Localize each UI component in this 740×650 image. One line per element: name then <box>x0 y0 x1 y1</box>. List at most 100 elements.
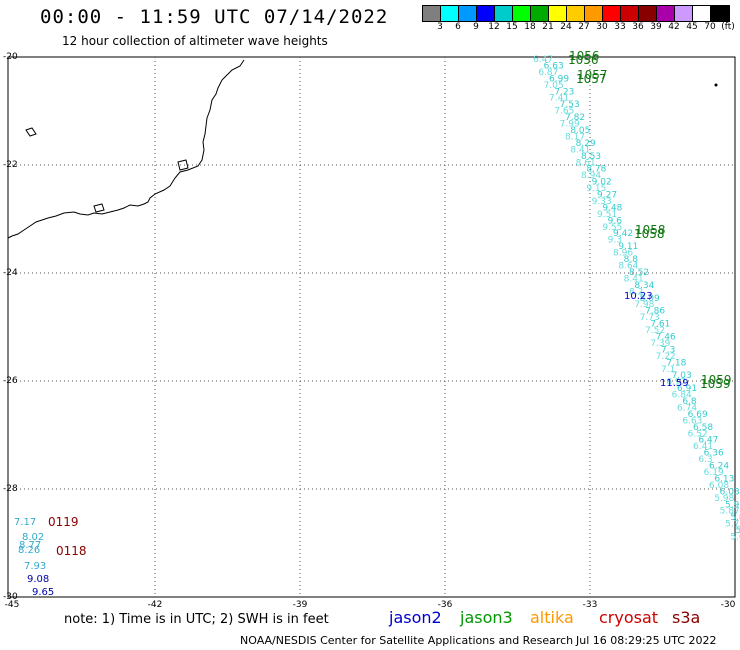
credit-timestamp: Jul 16 08:29:25 UTC 2022 <box>576 634 717 647</box>
pass-time-label: 1059 <box>701 373 732 387</box>
lat-label: -28 <box>3 484 18 494</box>
swh-value: 7.03 <box>672 371 692 381</box>
coastline-island <box>93 203 105 213</box>
lat-label: -22 <box>3 160 18 170</box>
pass-time-label: 1058 <box>635 223 666 237</box>
swh-value: 6.41 <box>693 442 713 452</box>
swh-value: 6.19 <box>704 468 724 478</box>
swh-value: 6.08 <box>709 481 729 491</box>
swh-value: 7.52 <box>645 326 665 336</box>
color-swatch <box>639 6 657 21</box>
swh-value: 9.11 <box>618 242 638 252</box>
pass-time-label: 1056 <box>568 53 599 67</box>
swh-value: 6.97 <box>666 378 686 388</box>
swh-value: 5.7 <box>736 526 740 536</box>
swh-value: 6.24 <box>709 462 729 472</box>
lat-label: -30 <box>3 592 18 602</box>
swh-value: 7.53 <box>560 100 580 110</box>
swh-value: 9.02 <box>592 178 612 188</box>
swh-value-high: 10.23 <box>624 291 653 302</box>
lon-label: -39 <box>292 600 308 610</box>
color-scale-label: 27 <box>578 22 590 32</box>
color-scale-labels: 3 6 9 12 15 18 21 24 27 30 33 36 39 42 45 70 (ft) <box>422 22 740 34</box>
color-scale-label: 9 <box>473 22 479 32</box>
color-swatch <box>585 6 603 21</box>
lon-label: -42 <box>147 600 163 610</box>
satellite-name-cryosat: cryosat <box>599 608 659 627</box>
color-scale-label: 21 <box>542 22 554 32</box>
swh-value: 7.46 <box>656 332 676 342</box>
swh-value: 7.41 <box>549 94 569 104</box>
swh-value: 7.17 <box>14 517 36 528</box>
swh-value: 7.65 <box>554 107 574 117</box>
swh-value: 7.98 <box>634 300 654 310</box>
pass-time-label: 1057 <box>576 72 607 86</box>
satellite-name-altika: altika <box>530 608 574 627</box>
swh-value: 9.55 <box>602 223 622 233</box>
swh-value: 6.63 <box>682 416 702 426</box>
lon-label: -45 <box>4 600 20 610</box>
credit-line: NOAA/NESDIS Center for Satellite Applica… <box>240 634 574 647</box>
swh-value: 9.42 <box>613 229 633 239</box>
swh-value: 8.26 <box>18 545 40 556</box>
swh-value: 6.03 <box>720 487 740 497</box>
swh-value: 5.81 <box>730 513 740 523</box>
coastline-island <box>177 159 189 171</box>
altimeter-track: 6.476.636.876.997.057.237.417.537.657.82… <box>533 49 740 543</box>
swh-value: 7.82 <box>565 113 585 123</box>
swh-value: 5.92 <box>725 500 740 510</box>
swh-value: 7.93 <box>24 561 46 572</box>
swh-value: 9.3 <box>608 236 622 246</box>
coastline-island <box>25 127 37 137</box>
swh-value: 8.52 <box>629 268 649 278</box>
swh-value: 5.65 <box>730 533 740 543</box>
satellite-name-s3a: s3a <box>672 608 701 627</box>
swh-value: 6.58 <box>693 423 713 433</box>
swh-value: 8.34 <box>634 281 654 291</box>
color-swatch <box>603 6 621 21</box>
swh-value: 9.48 <box>602 203 622 213</box>
color-scale-label: 33 <box>614 22 626 32</box>
swh-value-high: 11.59 <box>660 378 689 389</box>
color-swatch <box>441 6 459 21</box>
swh-value: 8.8 <box>624 255 639 265</box>
lon-label: -33 <box>582 600 598 610</box>
swh-value: 8.05 <box>570 126 590 136</box>
swh-value: 8.61 <box>576 158 596 168</box>
swh-value: 7.99 <box>560 120 580 130</box>
swh-value: 8.29 <box>576 139 596 149</box>
pass-time-label: 1057 <box>577 68 608 82</box>
page-subtitle: 12 hour collection of altimeter wave hei… <box>62 34 328 48</box>
swh-value: 8.17 <box>565 132 585 142</box>
swh-value: 7.23 <box>554 87 574 97</box>
page-title: 00:00 - 11:59 UTC 07/14/2022 <box>40 6 389 28</box>
color-scale-label: 18 <box>524 22 536 32</box>
map-grid <box>7 56 736 598</box>
lat-label: -20 <box>3 52 18 62</box>
island-dot <box>714 83 718 87</box>
swh-value: 6.91 <box>677 384 697 394</box>
lon-label: -30 <box>720 600 736 610</box>
lat-label: -24 <box>3 268 18 278</box>
color-swatch <box>477 6 495 21</box>
color-swatch <box>675 6 693 21</box>
swh-value: 7.61 <box>650 320 670 330</box>
swh-value: 9.27 <box>597 191 617 201</box>
color-scale-label: 42 <box>668 22 680 32</box>
lon-label: -36 <box>437 600 453 610</box>
swh-value: 8.2 <box>629 287 643 297</box>
swh-value: 7.22 <box>656 352 676 362</box>
satellite-name-jason3: jason3 <box>460 608 513 627</box>
swh-value: 6.63 <box>544 61 564 71</box>
swh-value: 6.87 <box>538 68 558 78</box>
pass-time-label: 1056 <box>569 49 600 63</box>
pass-time-label: 1058 <box>634 227 665 241</box>
swh-value: 6.52 <box>688 429 708 439</box>
swh-value: 6.84 <box>672 391 692 401</box>
color-scale-bar <box>422 5 730 22</box>
swh-value: 6.99 <box>549 74 569 84</box>
swh-value: 8.41 <box>570 145 590 155</box>
color-swatch <box>711 6 729 21</box>
color-swatch <box>567 6 585 21</box>
